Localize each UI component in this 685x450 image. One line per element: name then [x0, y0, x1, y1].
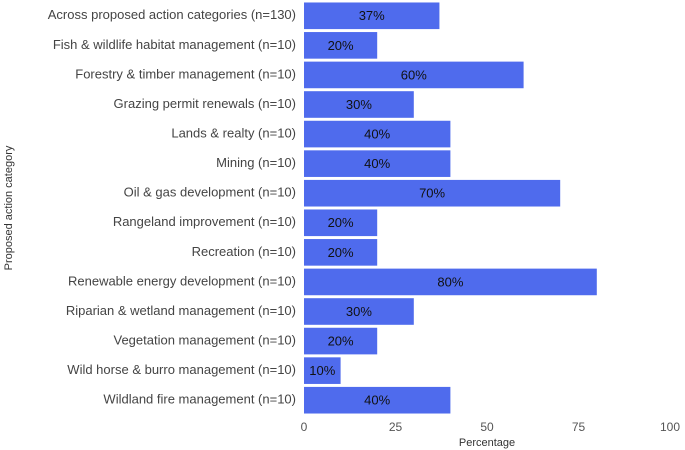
x-tick-label: 50 [480, 420, 494, 434]
x-axis-label: Percentage [459, 437, 515, 449]
y-tick-label: Rangeland improvement (n=10) [113, 214, 296, 229]
data-label: 20% [328, 38, 354, 53]
data-label: 70% [419, 186, 445, 201]
data-label: 20% [328, 334, 354, 349]
y-tick-label: Riparian & wetland management (n=10) [66, 303, 296, 318]
bar [304, 179, 561, 207]
y-tick-label: Lands & realty (n=10) [171, 126, 296, 141]
y-tick-label: Recreation (n=10) [192, 244, 296, 259]
bar [304, 32, 378, 59]
x-tick-label: 75 [572, 420, 586, 434]
bar [304, 150, 451, 177]
bar [304, 2, 440, 30]
x-tick-label: 0 [301, 420, 308, 434]
data-label: 30% [346, 97, 372, 112]
data-label: 40% [364, 393, 390, 408]
y-tick-label: Across proposed action categories (n=130… [48, 7, 296, 22]
data-label: 10% [309, 363, 335, 378]
bar [304, 61, 524, 89]
bar [304, 239, 378, 266]
y-tick-label: Fish & wildlife habitat management (n=10… [53, 37, 296, 52]
bar [304, 209, 378, 237]
bar [304, 91, 414, 118]
bar [304, 386, 451, 414]
data-label: 20% [328, 215, 354, 230]
y-tick-label: Oil & gas development (n=10) [124, 185, 296, 200]
data-label: 40% [364, 156, 390, 171]
y-tick-label: Forestry & timber management (n=10) [75, 66, 296, 81]
data-label: 40% [364, 127, 390, 142]
bar [304, 298, 414, 325]
y-axis-label: Proposed action category [3, 145, 15, 270]
data-label: 20% [328, 245, 354, 260]
y-tick-label: Wildland fire management (n=10) [103, 392, 296, 407]
y-tick-label: Mining (n=10) [216, 155, 296, 170]
x-tick-label: 100 [660, 420, 680, 434]
bar [304, 120, 451, 148]
y-tick-label: Grazing permit renewals (n=10) [114, 96, 296, 111]
data-label: 80% [437, 274, 463, 289]
y-tick-label: Renewable energy development (n=10) [68, 273, 296, 288]
y-tick-label: Wild horse & burro management (n=10) [67, 362, 296, 377]
y-tick-label: Vegetation management (n=10) [114, 333, 297, 348]
bar [304, 357, 341, 384]
data-label: 30% [346, 304, 372, 319]
data-label: 37% [359, 8, 385, 23]
data-label: 60% [401, 67, 427, 82]
bar [304, 268, 597, 296]
x-tick-label: 25 [389, 420, 403, 434]
bar [304, 327, 378, 355]
